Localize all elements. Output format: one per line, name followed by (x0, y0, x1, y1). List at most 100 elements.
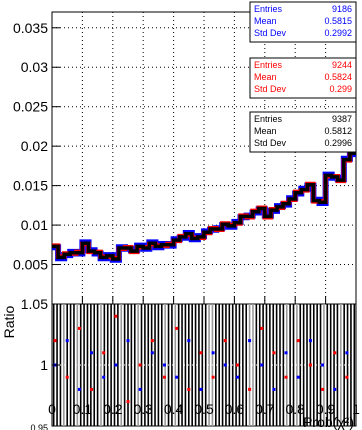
lower-point-0-9 (162, 375, 166, 379)
x-tick-label: 0.8 (285, 401, 305, 417)
lower-point-0-20 (296, 339, 300, 343)
stat-box-0: Entries 9186 Mean 0.5815 Std Dev 0.2992 (249, 1, 357, 43)
lower-point-1-12 (199, 387, 203, 391)
x-tick-label: 0.4 (164, 401, 184, 417)
stat-box-2: Entries 9387 Mean 0.5812 Std Dev 0.2996 (249, 111, 357, 153)
lower-point-1-2 (77, 387, 81, 391)
stat-box-value: 9387 (332, 114, 352, 124)
lower-point-0-1 (65, 375, 69, 379)
lower-point-1-9 (162, 363, 166, 367)
lower-point-1-15 (235, 375, 239, 379)
lower-point-1-18 (272, 387, 276, 391)
lower-point-0-2 (77, 326, 81, 330)
stat-box-value: 0.5812 (324, 126, 352, 136)
stat-box-value: 9244 (332, 60, 352, 70)
lower-y-tick-label: 1.05 (21, 296, 48, 312)
lower-point-0-7 (138, 363, 142, 367)
x-tick-label: 1 (352, 401, 360, 417)
stat-box-frame (249, 111, 357, 153)
lower-point-0-24 (345, 375, 349, 379)
stat-box-frame (249, 1, 357, 43)
lower-point-1-6 (126, 339, 130, 343)
lower-point-1-20 (296, 375, 300, 379)
x-tick-label: 0.2 (103, 401, 123, 417)
stat-box-value: 0.5824 (324, 72, 352, 82)
lower-point-1-10 (175, 375, 179, 379)
stat-box-value: 0.299 (329, 84, 352, 94)
lower-point-1-8 (150, 351, 154, 355)
stat-box-label: Std Dev (254, 28, 287, 38)
lower-point-0-11 (187, 387, 191, 391)
upper-y-tick-label: 0.025 (13, 99, 48, 115)
stat-box-label: Entries (254, 4, 283, 14)
upper-panel: 0.005 0.01 0.015 0.02 0.025 0.03 0.035 Entries… (13, 1, 357, 305)
lower-point-1-16 (248, 339, 252, 343)
lower-point-1-17 (260, 363, 264, 367)
upper-series-line-2 (52, 151, 356, 261)
stat-box-label: Mean (254, 126, 277, 136)
lower-point-0-19 (284, 375, 288, 379)
x-tick-label: 0.5 (194, 401, 214, 417)
lower-point-0-14 (223, 339, 227, 343)
x-axis-label: Prob(χ²) (303, 414, 354, 430)
stat-box-value: 0.2996 (324, 138, 352, 148)
upper-y-tick-label: 0.02 (21, 138, 48, 154)
lower-point-0-23 (333, 351, 337, 355)
lower-point-0-10 (175, 326, 179, 330)
lower-y-tick-label: 1 (40, 357, 48, 373)
stat-box-label: Mean (254, 72, 277, 82)
lower-point-0-8 (150, 339, 154, 343)
lower-point-0-12 (199, 351, 203, 355)
x-tick-label: 0.3 (133, 401, 153, 417)
upper-y-ticks: 0.005 0.01 0.015 0.02 0.025 0.03 0.035 (13, 20, 60, 273)
stat-box-label: Mean (254, 16, 277, 26)
stat-box-value: 0.5815 (324, 16, 352, 26)
stat-box-frame (249, 57, 357, 99)
stat-box-label: Entries (254, 60, 283, 70)
lower-point-1-11 (187, 339, 191, 343)
lower-point-0-22 (321, 387, 325, 391)
lower-point-1-13 (211, 351, 215, 355)
ratio-y-label: Ratio (1, 305, 17, 338)
lower-point-0-16 (248, 387, 252, 391)
lower-point-1-14 (223, 363, 227, 367)
x-tick-label: 0 (48, 401, 56, 417)
x-ticks: 0 0.1 0.2 0.3 0.4 0.5 0.6 0.7 0.8 0.9 1 (48, 296, 360, 417)
stat-box-value: 9186 (332, 4, 352, 14)
lower-point-1-22 (321, 363, 325, 367)
x-tick-label: 0.9 (316, 401, 336, 417)
lower-point-0-3 (90, 387, 94, 391)
stat-box-label: Std Dev (254, 84, 287, 94)
lower-point-1-21 (308, 339, 312, 343)
lower-point-0-17 (260, 326, 264, 330)
lower-point-0-15 (235, 363, 239, 367)
lower-y-tick-label: 0.95 (30, 423, 48, 430)
lower-point-0-18 (272, 351, 276, 355)
stat-box-label: Std Dev (254, 138, 287, 148)
lower-point-1-24 (345, 351, 349, 355)
lower-point-1-5 (114, 363, 118, 367)
lower-point-0-21 (308, 363, 312, 367)
lower-point-1-3 (90, 351, 94, 355)
upper-y-tick-label: 0.005 (13, 257, 48, 273)
stat-box-value: 0.2992 (324, 28, 352, 38)
x-tick-label: 0.7 (255, 401, 275, 417)
lower-point-1-19 (284, 351, 288, 355)
lower-point-0-0 (53, 339, 57, 343)
stat-box-label: Entries (254, 114, 283, 124)
lower-point-0-4 (102, 351, 106, 355)
lower-point-0-6 (126, 400, 130, 404)
stat-box-1: Entries 9244 Mean 0.5824 Std Dev 0.299 (249, 57, 357, 99)
lower-point-1-7 (138, 387, 142, 391)
lower-ratio-points (53, 314, 349, 404)
upper-y-tick-label: 0.03 (21, 59, 48, 75)
lower-y-ticks: 0.95 1 1.05 (21, 296, 60, 430)
x-tick-label: 0.6 (225, 401, 245, 417)
upper-y-tick-label: 0.01 (21, 217, 48, 233)
lower-point-1-23 (333, 387, 337, 391)
lower-point-1-1 (65, 339, 69, 343)
upper-y-tick-label: 0.035 (13, 20, 48, 36)
lower-panel: 0.95 1 1.05 Ratio (1, 296, 357, 430)
